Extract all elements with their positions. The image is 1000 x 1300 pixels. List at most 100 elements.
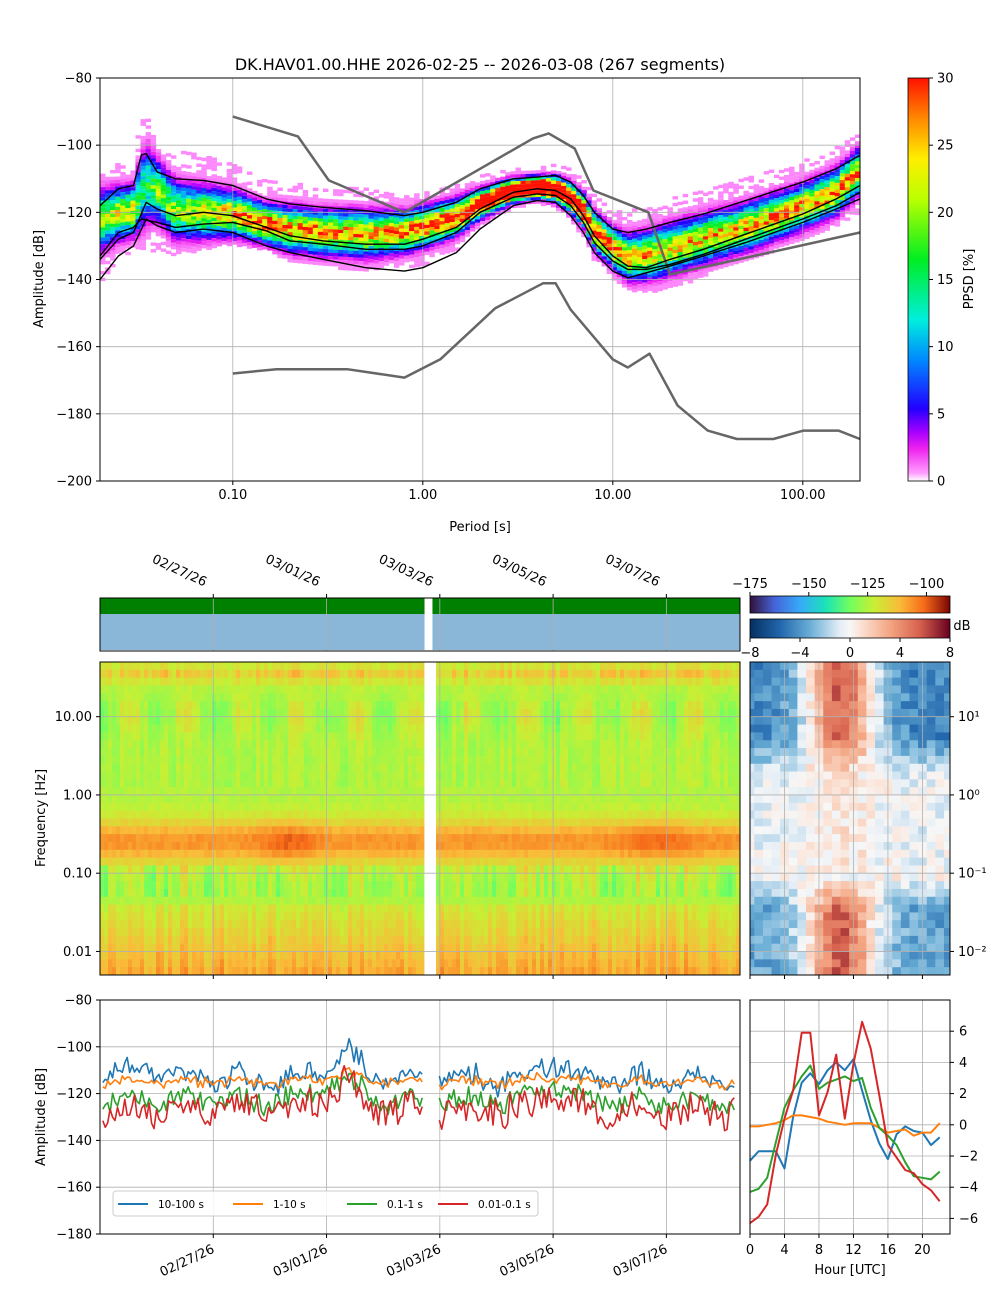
spectrogram-cell (228, 693, 233, 702)
ppsd-density-cell (378, 241, 385, 245)
spectrogram-cell (264, 865, 269, 874)
spectrogram-cell (128, 896, 133, 905)
ppsd-density-cell (317, 251, 324, 256)
ppsd-density-cell (520, 180, 526, 185)
spectrogram-cell (180, 849, 185, 859)
ppsd-density-cell (464, 226, 471, 231)
spectrogram-cell (228, 732, 233, 741)
ppsd-density-cell (186, 171, 192, 176)
spectrogram-cell (252, 857, 257, 866)
spectrogram-cell (108, 935, 113, 945)
ppsd-density-cell (434, 245, 440, 250)
ppsd-density-cell (748, 212, 754, 217)
ppsd-density-cell (312, 217, 319, 222)
spectrogram-cell (152, 841, 157, 851)
ppsd-density-cell (333, 212, 339, 217)
spectrogram-cell (108, 818, 113, 827)
ppsd-density-cell (241, 185, 248, 190)
ppsd-density-cell (343, 256, 349, 261)
ppsd-density-cell (150, 195, 157, 199)
spectrogram-cell (164, 802, 169, 812)
ppsd-density-cell (176, 233, 182, 238)
spectrogram-cell (200, 677, 205, 686)
spectrogram-cell (136, 802, 141, 812)
ppsd-density-cell (642, 252, 648, 256)
spectrogram-cell (136, 693, 141, 702)
availability-bar-data (432, 598, 740, 614)
ppsd-density-cell (662, 235, 668, 240)
ppsd-density-cell (591, 193, 597, 198)
ppsd-density-cell (849, 204, 856, 208)
ppsd-density-cell (368, 255, 374, 260)
ppsd-density-cell (632, 262, 638, 266)
spectrogram-cell (196, 935, 201, 945)
ppsd-density-cell (307, 224, 314, 228)
ppsd-density-cell (652, 289, 658, 293)
ppsd-density-cell (150, 134, 157, 139)
ppsd-density-cell (738, 198, 744, 203)
spectrogram-cell (228, 740, 233, 749)
ppsd-density-cell (672, 243, 678, 247)
ppsd-density-cell (358, 237, 364, 241)
ppsd-density-cell (246, 242, 253, 246)
spectrogram-cell (184, 959, 189, 968)
ppsd-density-cell (743, 200, 749, 205)
ppsd-density-cell (535, 190, 542, 194)
spectrogram-cell (164, 740, 169, 749)
ppsd-density-cell (647, 237, 653, 241)
ppsd-density-cell (520, 197, 526, 202)
ppsd-density-cell (160, 161, 167, 165)
ppsd-density-cell (464, 189, 471, 194)
ppsd-density-cell (434, 195, 440, 199)
ppsd-density-cell (778, 176, 785, 180)
spectrogram-cell (168, 732, 173, 741)
ppsd-density-cell (799, 166, 805, 171)
ppsd-density-cell (566, 194, 572, 198)
spectrogram-cell (156, 724, 161, 733)
ppsd-density-cell (606, 257, 613, 261)
ppsd-density-cell (328, 222, 334, 226)
spectrogram-cell (216, 708, 221, 718)
ppsd-density-cell (393, 237, 400, 241)
ppsd-density-cell (718, 231, 724, 236)
spectrogram-cell (256, 716, 261, 725)
ppsd-density-cell (312, 251, 319, 255)
spectrogram-cell (144, 967, 149, 976)
ppsd-density-cell (393, 244, 400, 248)
spectrogram-cell (112, 865, 117, 874)
ppsd-density-cell (606, 220, 613, 224)
ppsd-density-cell (469, 228, 476, 232)
spectrogram-cell (136, 763, 141, 772)
spectrogram-cell (156, 873, 161, 882)
spectrogram-cell (144, 662, 149, 671)
spectrogram-cell (172, 662, 177, 671)
ppsd-density-cell (186, 195, 192, 199)
diurnal-colorbar-label: dB (953, 619, 970, 634)
ppsd-density-cell (130, 170, 136, 174)
spectrogram-cell (236, 826, 241, 835)
ppsd-density-cell (140, 169, 146, 173)
spectrogram-cell (260, 849, 265, 859)
ppsd-density-cell (829, 178, 836, 182)
spectrogram-cell (192, 896, 197, 905)
ppsd-density-cell (632, 258, 638, 263)
ppsd-density-cell (672, 229, 678, 234)
ppsd-density-cell (191, 239, 197, 244)
spectrogram-cell (208, 716, 213, 725)
spectrogram-cell (116, 716, 121, 725)
spectrogram-cell (248, 967, 253, 976)
ppsd-colorbar-gradient (907, 77, 930, 482)
ppsd-density-cell (409, 241, 415, 245)
ppsd-density-cell (439, 211, 445, 215)
ppsd-density-cell (226, 199, 233, 203)
ppsd-density-cell (799, 183, 805, 188)
spectrogram-cell (196, 912, 201, 921)
ppsd-density-cell (186, 192, 192, 196)
ppsd-density-cell (485, 173, 491, 177)
ppsd-density-cell (302, 257, 309, 261)
spectrogram-cell (248, 708, 253, 718)
ppsd-density-cell (621, 253, 628, 258)
spectrogram-cell (220, 708, 225, 718)
spectrogram-cell (236, 724, 241, 733)
ppsd-density-cell (398, 198, 405, 202)
